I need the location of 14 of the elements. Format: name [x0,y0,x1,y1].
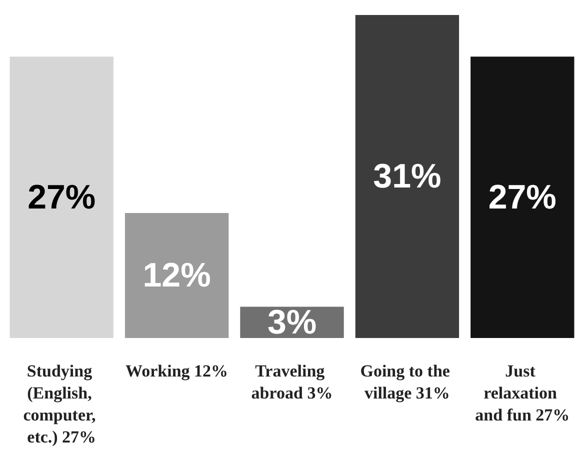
data-label: 27% [488,178,556,216]
x-tick-label: Working 12% [126,362,228,380]
data-label: 12% [142,256,211,294]
data-label: 31% [373,158,442,196]
data-label: 27% [28,178,96,216]
x-tick-label: Going to the village 31% [360,362,454,402]
x-tick-label: Studying (English, computer, etc.) 27% [23,362,100,446]
bar [10,56,114,338]
x-tick-label: Just relaxation and fun 27% [475,362,570,424]
bar [470,56,574,338]
bar [355,15,460,338]
data-label: 3% [267,303,317,342]
x-tick-label: Traveling abroad 3% [251,362,333,402]
bar [124,212,229,338]
